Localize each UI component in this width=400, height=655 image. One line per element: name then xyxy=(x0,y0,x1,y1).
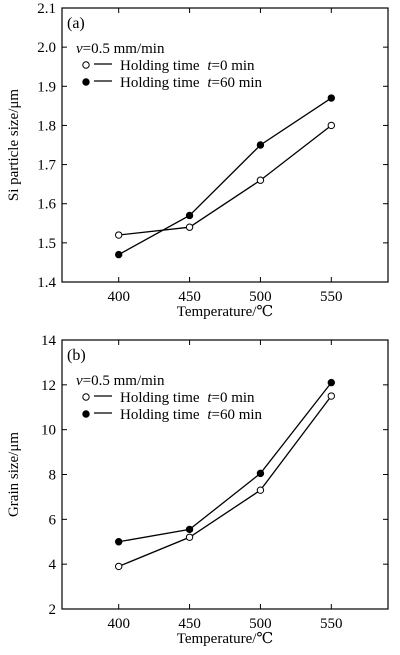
series-line-t0 xyxy=(118,395,332,568)
data-point-open xyxy=(327,121,336,130)
data-point-open xyxy=(185,223,194,231)
y-tick-label: 1.6 xyxy=(37,197,56,213)
y-tick-label: 8 xyxy=(49,468,57,484)
x-tick-label: 450 xyxy=(178,616,201,632)
speed-annotation: v=0.5 mm/min xyxy=(76,41,165,57)
series-line-t60 xyxy=(118,97,332,256)
data-point-filled xyxy=(327,94,336,102)
legend-text-variable: t xyxy=(207,75,212,91)
y-tick-label: 12 xyxy=(41,378,56,394)
panel-label: (a) xyxy=(67,15,85,32)
legend-text-suffix: =0 min xyxy=(212,58,256,74)
y-tick-label: 10 xyxy=(41,423,56,439)
y-tick-label: 1.4 xyxy=(37,275,56,291)
legend-text-prefix: Holding time xyxy=(120,390,203,406)
y-tick-label: 4 xyxy=(49,557,57,573)
y-tick-label: 2.1 xyxy=(37,1,56,17)
legend-marker-filled-circle xyxy=(82,78,90,86)
y-tick-label: 6 xyxy=(49,512,57,528)
data-point-open xyxy=(256,486,265,494)
x-tick-label: 500 xyxy=(249,289,272,305)
panel-label: (b) xyxy=(67,347,86,364)
series-line-t60 xyxy=(118,382,332,543)
data-point-open xyxy=(327,392,336,400)
legend-text-variable: t xyxy=(207,390,212,406)
speed-value: =0.5 mm/min xyxy=(83,41,165,57)
y-tick-label: 14 xyxy=(41,333,57,349)
legend-entry: Holding time t=0 min xyxy=(120,390,255,406)
speed-variable: v xyxy=(76,41,83,57)
legend-text-prefix: Holding time xyxy=(120,407,203,423)
legend-entry: Holding time t=60 min xyxy=(120,75,263,91)
data-point-open xyxy=(114,231,123,239)
x-tick-label: 500 xyxy=(249,616,272,632)
legend-text-suffix: =0 min xyxy=(212,390,256,406)
speed-value: =0.5 mm/min xyxy=(83,373,165,389)
legend-text-prefix: Holding time xyxy=(120,58,203,74)
legend-entry: Holding time t=0 min xyxy=(120,58,255,74)
data-point-filled xyxy=(185,525,194,534)
legend-marker-filled-circle xyxy=(82,410,90,418)
x-tick-label: 550 xyxy=(320,289,343,305)
y-tick-label: 1.8 xyxy=(37,118,56,134)
x-tick-label: 400 xyxy=(107,289,130,305)
y-tick-label: 1.5 xyxy=(37,236,56,252)
y-tick-label: 2 xyxy=(49,602,57,618)
y-tick-label: 2.0 xyxy=(37,40,56,56)
data-point-open xyxy=(114,562,123,571)
data-point-filled xyxy=(256,141,265,149)
y-tick-label: 1.9 xyxy=(37,79,56,95)
x-tick-label: 550 xyxy=(320,616,343,632)
legend-text-variable: t xyxy=(207,58,212,74)
legend-text-suffix: =60 min xyxy=(212,75,263,91)
y-axis-label: Grain size/μm xyxy=(6,432,22,517)
x-axis-label: Temperature/℃ xyxy=(177,304,274,320)
data-point-open xyxy=(256,176,265,184)
chart-panel-b: 400 450 500 550 2 4 6 8 10 12 14 Temperature/℃ Grain… xyxy=(6,333,389,647)
legend-marker-open-circle xyxy=(82,393,90,401)
legend-marker-open-circle xyxy=(82,61,90,69)
data-point-filled xyxy=(256,469,265,478)
data-point-filled xyxy=(114,250,123,259)
legend-entry: Holding time t=60 min xyxy=(120,407,263,423)
x-tick-label: 450 xyxy=(178,289,201,305)
series-line-t0 xyxy=(118,124,332,236)
data-point-filled xyxy=(185,211,194,220)
plot-frame xyxy=(61,7,389,283)
x-axis-label: Temperature/℃ xyxy=(177,631,274,647)
legend-text-suffix: =60 min xyxy=(212,407,263,423)
speed-annotation: v=0.5 mm/min xyxy=(76,373,165,389)
legend-text-prefix: Holding time xyxy=(120,75,203,91)
x-tick-label: 400 xyxy=(107,616,130,632)
data-point-filled xyxy=(114,538,123,546)
data-point-filled xyxy=(327,378,336,387)
y-tick-label: 1.7 xyxy=(37,158,56,174)
speed-variable: v xyxy=(76,373,83,389)
data-point-open xyxy=(185,533,194,541)
legend-text-variable: t xyxy=(207,407,212,423)
chart-panel-a: 400 450 500 550 1.4 1.5 1.6 1.7 1.8 1.9 2.0 2.1 Temp… xyxy=(6,1,389,320)
y-axis-label: Si particle size/μm xyxy=(6,89,22,202)
